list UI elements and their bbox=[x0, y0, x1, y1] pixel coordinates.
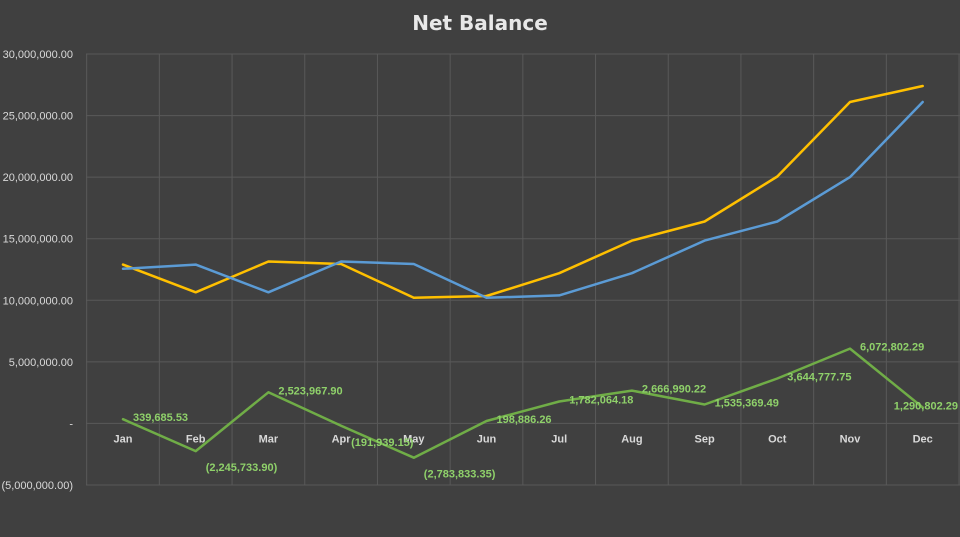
data-label: (2,783,833.35) bbox=[424, 469, 496, 481]
data-label: 1,290,802.29 bbox=[894, 401, 958, 413]
x-tick-label: Jul bbox=[551, 433, 567, 445]
data-label: 339,685.53 bbox=[133, 412, 188, 424]
series-lines bbox=[121, 84, 924, 459]
series-line-1 bbox=[121, 84, 924, 300]
y-tick-label: (5,000,000.00) bbox=[1, 480, 73, 492]
x-tick-label: Aug bbox=[621, 433, 642, 445]
x-axis-ticks: Jan Feb Mar Apr May Jun Jul Aug Sep Oct Nov Dec bbox=[114, 433, 933, 445]
data-label: 1,535,369.49 bbox=[715, 398, 779, 410]
data-label: (2,245,733.90) bbox=[206, 462, 278, 474]
grid bbox=[86, 53, 960, 486]
y-tick-label: 10,000,000.00 bbox=[3, 295, 73, 307]
x-tick-label: Oct bbox=[768, 433, 787, 445]
data-label: 2,523,967.90 bbox=[278, 385, 342, 397]
data-label: 6,072,802.29 bbox=[860, 342, 924, 354]
data-label: 1,782,064.18 bbox=[569, 394, 633, 406]
y-tick-label: 25,000,000.00 bbox=[3, 111, 73, 123]
data-label: 3,644,777.75 bbox=[787, 372, 851, 384]
x-tick-label: Apr bbox=[332, 433, 352, 445]
y-tick-label: 30,000,000.00 bbox=[3, 49, 73, 61]
x-tick-label: Nov bbox=[840, 433, 862, 445]
x-tick-label: Jan bbox=[114, 433, 133, 445]
x-tick-label: Sep bbox=[695, 433, 715, 445]
y-tick-label: 5,000,000.00 bbox=[9, 357, 73, 369]
x-tick-label: Dec bbox=[913, 433, 933, 445]
data-label: 198,886.26 bbox=[497, 414, 552, 426]
chart-title: Net Balance bbox=[412, 11, 548, 35]
y-axis-ticks: (5,000,000.00) - 5,000,000.00 10,000,000.00… bbox=[1, 49, 73, 492]
x-tick-label: May bbox=[403, 433, 425, 445]
series-line-3 bbox=[121, 347, 924, 459]
data-label: 2,666,990.22 bbox=[642, 384, 706, 396]
y-tick-label: 20,000,000.00 bbox=[3, 172, 73, 184]
y-tick-label: - bbox=[69, 418, 73, 430]
data-labels: 339,685.53 (2,245,733.90) 2,523,967.90 (191… bbox=[133, 342, 958, 481]
x-tick-label: Jun bbox=[477, 433, 497, 445]
x-tick-label: Feb bbox=[186, 433, 206, 445]
series-line-2 bbox=[121, 100, 924, 300]
x-tick-label: Mar bbox=[259, 433, 279, 445]
y-tick-label: 15,000,000.00 bbox=[3, 234, 73, 246]
data-label: (191,939.15) bbox=[351, 437, 414, 449]
